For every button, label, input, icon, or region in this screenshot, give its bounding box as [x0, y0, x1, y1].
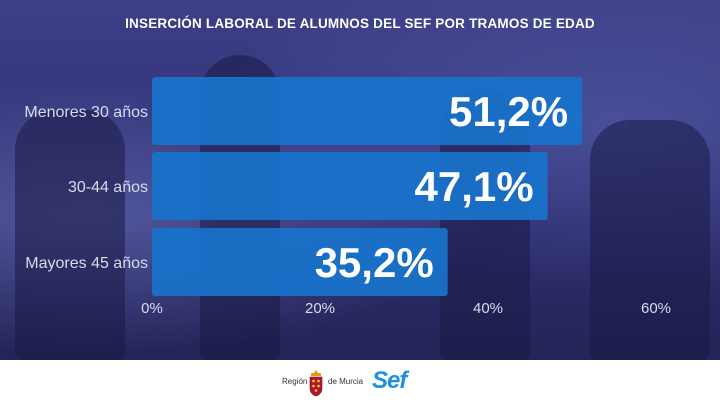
bar-chart: Menores 30 años 30-44 años Mayores 45 años…	[24, 77, 671, 317]
chart-title: INSERCIÓN LABORAL DE ALUMNOS DEL SEF POR…	[125, 16, 595, 31]
region-label-right: de Murcia	[328, 377, 364, 386]
person-silhouette	[590, 120, 710, 360]
value-label: 51,2%	[449, 88, 568, 135]
value-label: 47,1%	[415, 163, 534, 210]
category-labels: Menores 30 años 30-44 años Mayores 45 años	[24, 104, 148, 272]
footer: Región de Murcia Sef	[0, 360, 720, 405]
category-label: Mayores 45 años	[25, 255, 148, 272]
region-label-left: Región	[282, 377, 308, 386]
sef-logo: Sef	[372, 367, 407, 394]
category-label: 30-44 años	[68, 179, 148, 196]
bar-1	[152, 152, 548, 220]
region-crest-icon	[309, 370, 323, 397]
x-tick-label: 20%	[305, 300, 335, 317]
bar-2	[152, 228, 448, 296]
bar-0	[152, 77, 583, 145]
value-labels: 51,2% 47,1% 35,2%	[315, 88, 568, 286]
x-tick-label: 40%	[473, 300, 503, 317]
bars-group	[152, 77, 583, 296]
x-axis-ticks: 0% 20% 40% 60%	[141, 300, 671, 317]
value-label: 35,2%	[315, 239, 434, 286]
category-label: Menores 30 años	[24, 104, 148, 121]
person-silhouette	[15, 110, 125, 360]
x-tick-label: 0%	[141, 300, 163, 317]
x-tick-label: 60%	[641, 300, 671, 317]
